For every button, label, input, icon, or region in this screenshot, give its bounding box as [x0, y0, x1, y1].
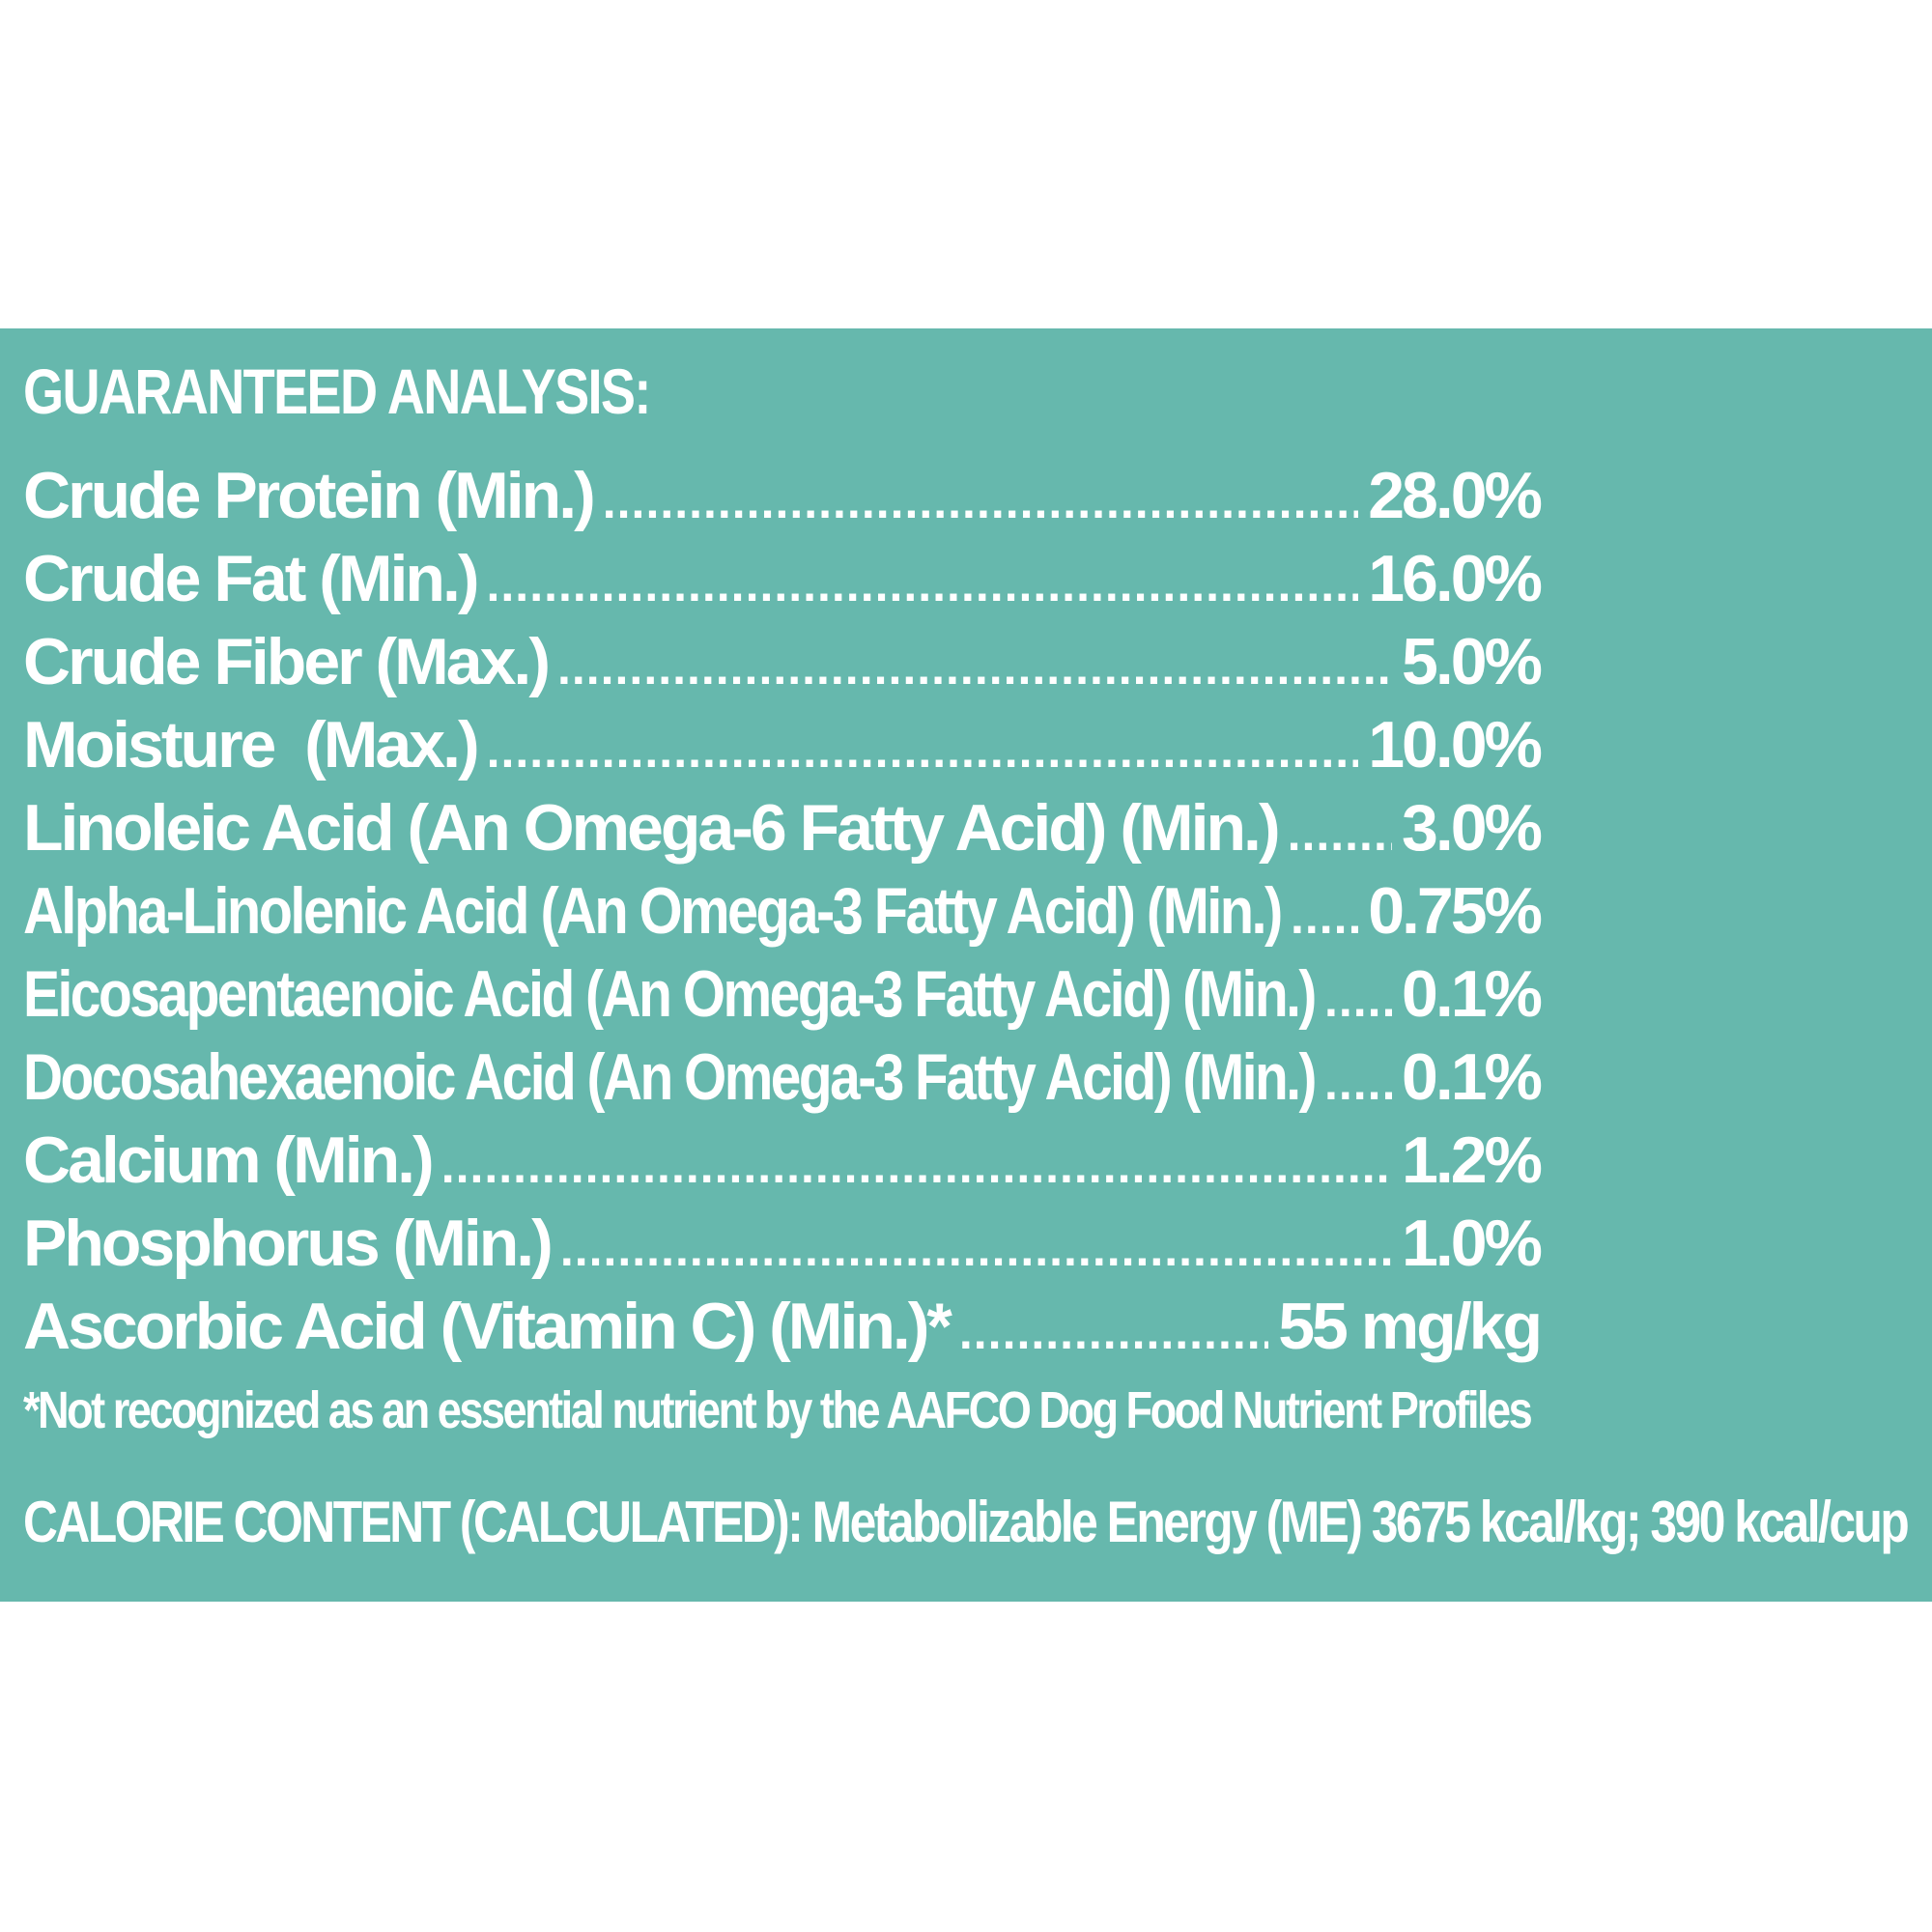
dot-leader	[441, 1124, 1392, 1208]
dot-leader	[603, 460, 1358, 543]
nutrient-label: Calcium (Min.)	[23, 1123, 435, 1197]
nutrient-label: Crude Fat (Min.)	[23, 542, 480, 615]
nutrient-label: Alpha-Linolenic Acid (An Omega-3 Fatty A…	[23, 874, 1283, 948]
dot-leader	[959, 1291, 1268, 1374]
nutrient-list: Crude Protein (Min.) 28.0% Crude Fat (Mi…	[23, 454, 1543, 1368]
panel-heading: GUARANTEED ANALYSIS:	[23, 355, 651, 427]
dot-leader	[1288, 792, 1392, 875]
nutrient-label: Docosahexaenoic Acid (An Omega-3 Fatty A…	[23, 1040, 1317, 1114]
footnote: *Not recognized as an essential nutrient…	[23, 1381, 1533, 1439]
dot-leader	[557, 626, 1392, 709]
nutrient-row: Crude Fiber (Max.) 5.0%	[23, 620, 1543, 703]
nutrient-label: Linoleic Acid (An Omega-6 Fatty Acid) (M…	[23, 791, 1281, 865]
nutrient-value: 0.1%	[1402, 957, 1543, 1031]
nutrient-value: 55 mg/kg	[1278, 1290, 1543, 1363]
dot-leader	[1291, 875, 1358, 958]
calorie-content: CALORIE CONTENT (CALCULATED): Metaboliza…	[23, 1490, 1910, 1554]
nutrient-value: 28.0%	[1368, 459, 1543, 532]
nutrient-value: 10.0%	[1368, 708, 1543, 781]
nutrient-row: Phosphorus (Min.) 1.0%	[23, 1202, 1543, 1285]
dot-leader	[560, 1208, 1392, 1291]
nutrient-row: Crude Fat (Min.) 16.0%	[23, 537, 1543, 620]
dot-leader	[487, 709, 1359, 792]
nutrient-row: Docosahexaenoic Acid (An Omega-3 Fatty A…	[23, 1036, 1543, 1119]
nutrient-row: Ascorbic Acid (Vitamin C) (Min.)* 55 mg/…	[23, 1285, 1543, 1368]
nutrient-label: Eicosapentaenoic Acid (An Omega-3 Fatty …	[23, 957, 1317, 1031]
nutrient-row: Eicosapentaenoic Acid (An Omega-3 Fatty …	[23, 952, 1543, 1036]
nutrient-label: Phosphorus (Min.)	[23, 1207, 554, 1280]
nutrient-value: 3.0%	[1402, 791, 1543, 865]
nutrient-value: 1.2%	[1402, 1123, 1543, 1197]
guaranteed-analysis-panel: GUARANTEED ANALYSIS: Crude Protein (Min.…	[0, 328, 1932, 1602]
nutrient-label: Crude Fiber (Max.)	[23, 625, 551, 698]
dot-leader	[1324, 958, 1392, 1041]
nutrient-label: Ascorbic Acid (Vitamin C) (Min.)*	[23, 1290, 952, 1363]
nutrient-label: Moisture (Max.)	[23, 708, 480, 781]
nutrient-row: Linoleic Acid (An Omega-6 Fatty Acid) (M…	[23, 786, 1543, 869]
dot-leader	[487, 543, 1359, 626]
nutrient-value: 16.0%	[1368, 542, 1543, 615]
nutrient-value: 5.0%	[1402, 625, 1543, 698]
nutrient-value: 0.75%	[1368, 874, 1543, 948]
nutrient-row: Calcium (Min.) 1.2%	[23, 1119, 1543, 1202]
nutrient-row: Moisture (Max.) 10.0%	[23, 703, 1543, 786]
nutrient-label: Crude Protein (Min.)	[23, 459, 596, 532]
dot-leader	[1324, 1041, 1392, 1124]
nutrient-row: Crude Protein (Min.) 28.0%	[23, 454, 1543, 537]
nutrient-value: 1.0%	[1402, 1207, 1543, 1280]
nutrient-row: Alpha-Linolenic Acid (An Omega-3 Fatty A…	[23, 869, 1543, 952]
nutrient-value: 0.1%	[1402, 1040, 1543, 1114]
